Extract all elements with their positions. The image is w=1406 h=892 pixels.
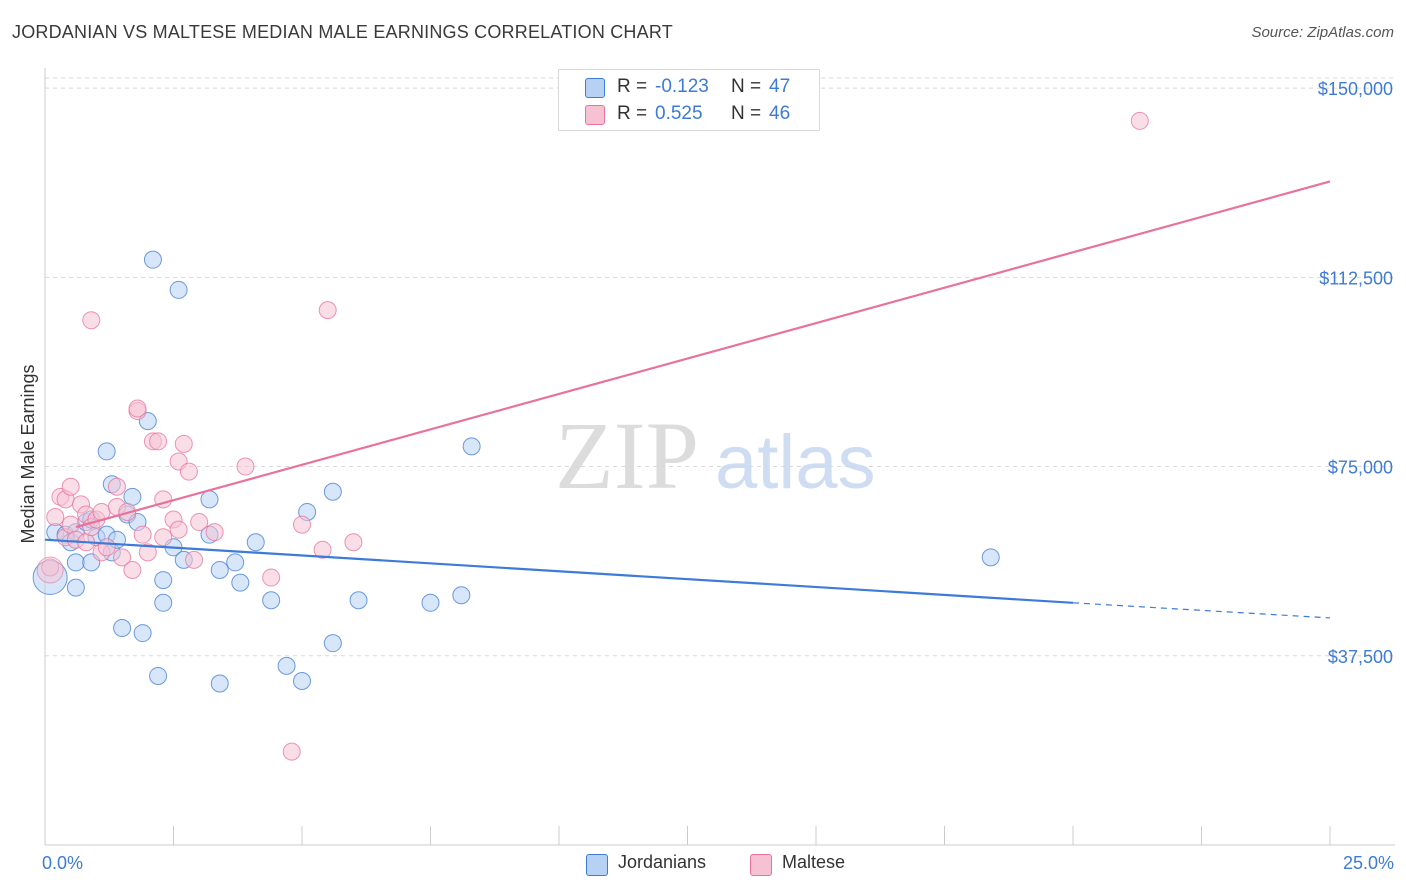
point-maltese xyxy=(128,399,147,418)
x-tick-label: 0.0% xyxy=(42,853,83,873)
point-maltese xyxy=(41,558,60,577)
point-jordanians xyxy=(154,593,173,612)
point-maltese xyxy=(113,548,132,567)
chart-title: JORDANIAN VS MALTESE MEDIAN MALE EARNING… xyxy=(12,22,673,42)
source-label: Source: ZipAtlas.com xyxy=(1251,24,1394,41)
point-maltese xyxy=(154,528,173,547)
trend-lines xyxy=(44,180,1331,619)
point-maltese xyxy=(293,515,311,534)
point-maltese xyxy=(82,311,101,330)
watermark-atlas: atlas xyxy=(715,420,876,505)
point-maltese xyxy=(107,477,126,496)
point-jordanians xyxy=(66,553,85,572)
watermark: ZIP atlas xyxy=(555,402,876,509)
x-tick-label: 25.0% xyxy=(1343,853,1394,873)
watermark-zip: ZIP xyxy=(555,402,699,509)
point-jordanians xyxy=(200,490,219,509)
point-jordanians xyxy=(452,586,471,605)
point-jordanians xyxy=(113,619,132,638)
legend-row-jordanians: R = -0.123 N = 47 xyxy=(559,74,819,100)
point-maltese xyxy=(1130,111,1149,130)
y-tick-label: $112,500 xyxy=(1319,268,1393,288)
point-maltese xyxy=(185,550,204,569)
point-maltese xyxy=(138,543,157,562)
point-maltese xyxy=(61,477,80,496)
point-maltese xyxy=(318,301,337,320)
point-jordanians xyxy=(246,533,265,552)
legend-n-label: N = xyxy=(731,103,762,124)
point-maltese xyxy=(61,515,80,534)
x-tick-labels: 0.0% 25.0% xyxy=(42,853,1394,873)
point-maltese xyxy=(262,568,281,587)
point-jordanians xyxy=(323,634,342,653)
point-maltese xyxy=(179,462,198,481)
point-maltese xyxy=(190,513,209,532)
legend-swatch-pink xyxy=(585,105,605,125)
legend-r-label: R = xyxy=(617,103,648,124)
point-maltese xyxy=(46,508,65,527)
point-jordanians xyxy=(210,560,229,579)
legend-label-maltese: Maltese xyxy=(782,852,846,872)
legend-swatch-blue xyxy=(586,854,608,876)
point-jordanians xyxy=(262,591,281,610)
point-maltese xyxy=(133,525,152,544)
point-jordanians xyxy=(462,437,481,456)
trend-line-maltese xyxy=(75,180,1331,529)
point-jordanians xyxy=(143,250,162,269)
point-jordanians xyxy=(97,442,116,461)
axes xyxy=(44,68,1395,846)
point-jordanians xyxy=(323,482,342,501)
point-jordanians xyxy=(293,672,311,691)
legend-n-value: 46 xyxy=(769,103,791,124)
y-tick-labels: $37,500 $75,000 $112,500 $150,000 xyxy=(1318,79,1393,667)
point-jordanians xyxy=(231,573,250,592)
point-jordanians xyxy=(277,656,296,675)
point-maltese xyxy=(97,538,116,557)
point-maltese xyxy=(149,432,168,451)
point-maltese xyxy=(282,742,301,761)
point-maltese xyxy=(313,540,332,559)
point-maltese xyxy=(36,556,64,584)
legend-r-label: R = xyxy=(617,76,648,97)
point-jordanians xyxy=(421,593,440,612)
legend-n-value: 47 xyxy=(769,76,791,97)
gridlines xyxy=(45,77,1395,657)
legend-swatch-pink xyxy=(750,854,772,876)
y-axis-label: Median Male Earnings xyxy=(18,364,38,543)
point-maltese xyxy=(174,434,193,453)
y-tick-label: $75,000 xyxy=(1328,458,1393,478)
point-jordanians xyxy=(349,591,368,610)
point-maltese xyxy=(123,560,142,579)
legend-r-value: 0.525 xyxy=(655,103,703,124)
legend-r-value: -0.123 xyxy=(655,76,709,97)
y-tick-label: $150,000 xyxy=(1318,79,1393,99)
point-jordanians xyxy=(66,578,85,597)
legend-n-label: N = xyxy=(731,76,762,97)
point-jordanians xyxy=(123,487,142,506)
correlation-legend: R = -0.123 N = 47 R = 0.525 N = 46 xyxy=(558,69,820,131)
trend-line-jordanians-extension xyxy=(1072,602,1331,619)
legend-swatch-blue xyxy=(585,78,605,98)
point-maltese xyxy=(236,457,255,476)
legend-row-maltese: R = 0.525 N = 46 xyxy=(559,101,819,127)
point-maltese xyxy=(169,520,188,539)
trend-line-jordanians xyxy=(44,538,1074,604)
point-maltese xyxy=(205,523,224,542)
point-jordanians xyxy=(133,624,152,643)
point-jordanians xyxy=(149,666,168,685)
point-jordanians xyxy=(226,553,245,572)
y-tick-label: $37,500 xyxy=(1328,647,1393,667)
point-jordanians xyxy=(210,674,229,693)
point-jordanians xyxy=(154,571,173,590)
point-maltese xyxy=(344,533,363,552)
legend-label-jordanians: Jordanians xyxy=(618,852,707,872)
point-jordanians xyxy=(981,548,1000,567)
point-jordanians xyxy=(169,280,188,299)
